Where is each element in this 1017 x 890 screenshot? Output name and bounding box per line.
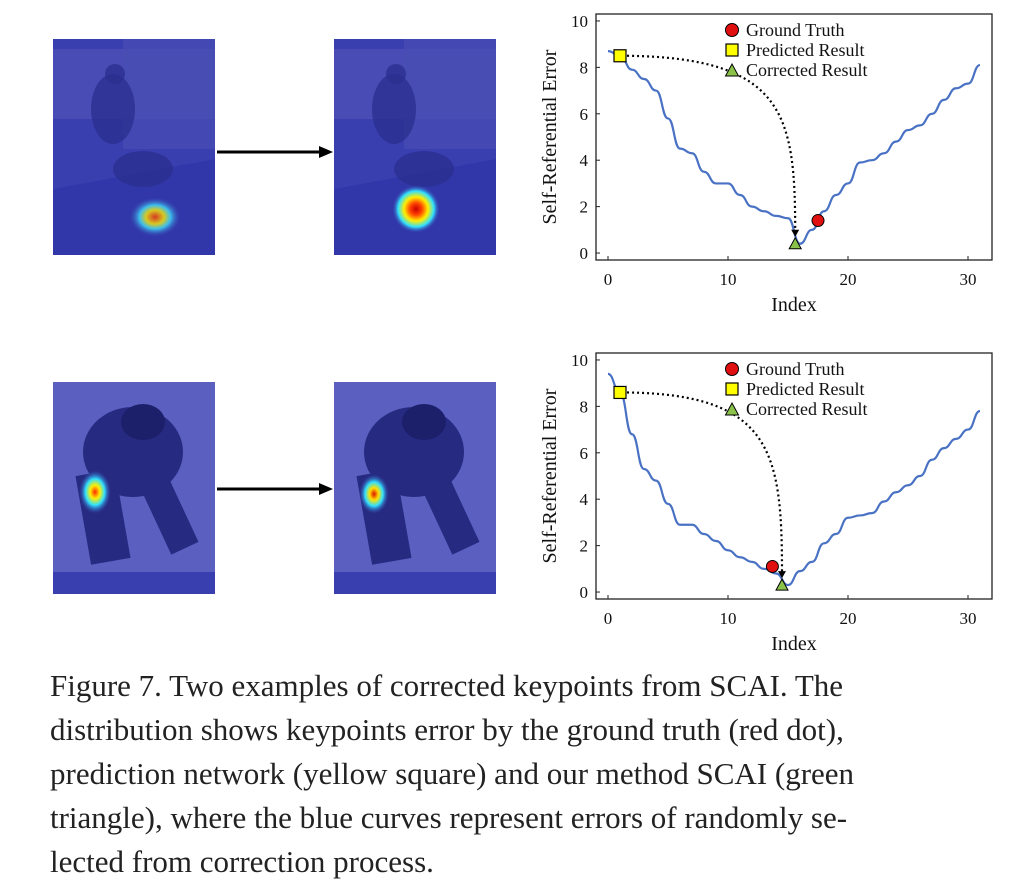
- legend-corrected-marker: [724, 62, 740, 77]
- legend-label: Corrected Result: [746, 60, 867, 80]
- y-tick-label: 0: [580, 244, 589, 263]
- corrected-marker: [788, 236, 803, 250]
- x-tick-label: 20: [840, 609, 857, 628]
- example2-initial-heatmap: [53, 382, 215, 594]
- example1-initial-heatmap: [53, 39, 215, 255]
- correction-arrowhead: [791, 229, 800, 237]
- legend-predicted-marker: [725, 43, 739, 57]
- caption-line: Figure 7. Two examples of corrected keyp…: [50, 668, 844, 703]
- y-tick-label: 10: [571, 12, 588, 31]
- ground-truth-marker: [765, 560, 779, 574]
- y-tick-label: 6: [580, 444, 589, 463]
- y-tick-label: 6: [580, 105, 589, 124]
- legend-label: Ground Truth: [746, 20, 845, 40]
- figure-caption: Figure 7. Two examples of corrected keyp…: [50, 664, 995, 884]
- x-tick-label: 0: [604, 270, 613, 289]
- example1-corrected-heatmap: [334, 39, 496, 255]
- legend-ground-truth-marker: [725, 362, 739, 376]
- legend-predicted-marker: [725, 382, 739, 396]
- x-axis-label: Index: [771, 633, 817, 655]
- error-chart-2: 0 2 4 6 8 10 0 10 20 30 Index Self-Referential Erro…: [539, 351, 993, 655]
- x-axis-label: Index: [771, 294, 817, 316]
- correction-arrow: [626, 54, 797, 232]
- y-tick-label: 0: [580, 583, 589, 602]
- correction-arrowhead: [778, 571, 786, 579]
- y-tick-label: 10: [571, 351, 588, 370]
- predicted-marker: [613, 385, 627, 400]
- corrected-marker: [775, 578, 789, 591]
- ground-truth-marker: [811, 214, 825, 228]
- legend-label: Ground Truth: [746, 359, 845, 379]
- legend-label: Corrected Result: [746, 399, 867, 419]
- y-tick-label: 2: [580, 198, 589, 217]
- y-axis-label: Self-Referential Error: [539, 388, 561, 563]
- legend-label: Predicted Result: [746, 379, 864, 399]
- y-axis-label: Self-Referential Error: [539, 49, 561, 224]
- caption-line: distribution shows keypoints error by th…: [50, 712, 844, 747]
- y-tick-label: 2: [580, 537, 589, 556]
- x-tick-label: 30: [960, 270, 977, 289]
- legend-label: Predicted Result: [746, 40, 864, 60]
- predicted-marker: [613, 49, 627, 63]
- y-tick-label: 4: [580, 490, 589, 509]
- y-tick-label: 8: [580, 58, 589, 77]
- plot-frame: [595, 13, 993, 261]
- plot-frame: [595, 352, 993, 600]
- caption-line: prediction network (yellow square) and o…: [50, 756, 855, 791]
- example2-arrow: [217, 483, 333, 495]
- x-tick-label: 0: [604, 609, 613, 628]
- x-tick-label: 10: [720, 270, 737, 289]
- y-tick-label: 8: [580, 397, 589, 416]
- x-tick-label: 30: [960, 609, 977, 628]
- example2-corrected-heatmap: [334, 382, 496, 594]
- caption-line: triangle), where the blue curves represe…: [50, 800, 848, 835]
- error-curve: [607, 372, 981, 587]
- error-curve: [607, 50, 981, 245]
- correction-arrow: [626, 391, 784, 574]
- x-tick-label: 20: [840, 270, 857, 289]
- y-tick-label: 4: [580, 151, 589, 170]
- error-chart-1: 0 2 4 6 8 10 0 10 20 30 Index Self-Referential Erro…: [539, 12, 993, 316]
- legend-ground-truth-marker: [725, 23, 739, 37]
- caption-line: lected from correction process.: [50, 844, 434, 879]
- legend-corrected-marker: [724, 401, 740, 416]
- example1-arrow: [217, 146, 333, 158]
- x-tick-label: 10: [720, 609, 737, 628]
